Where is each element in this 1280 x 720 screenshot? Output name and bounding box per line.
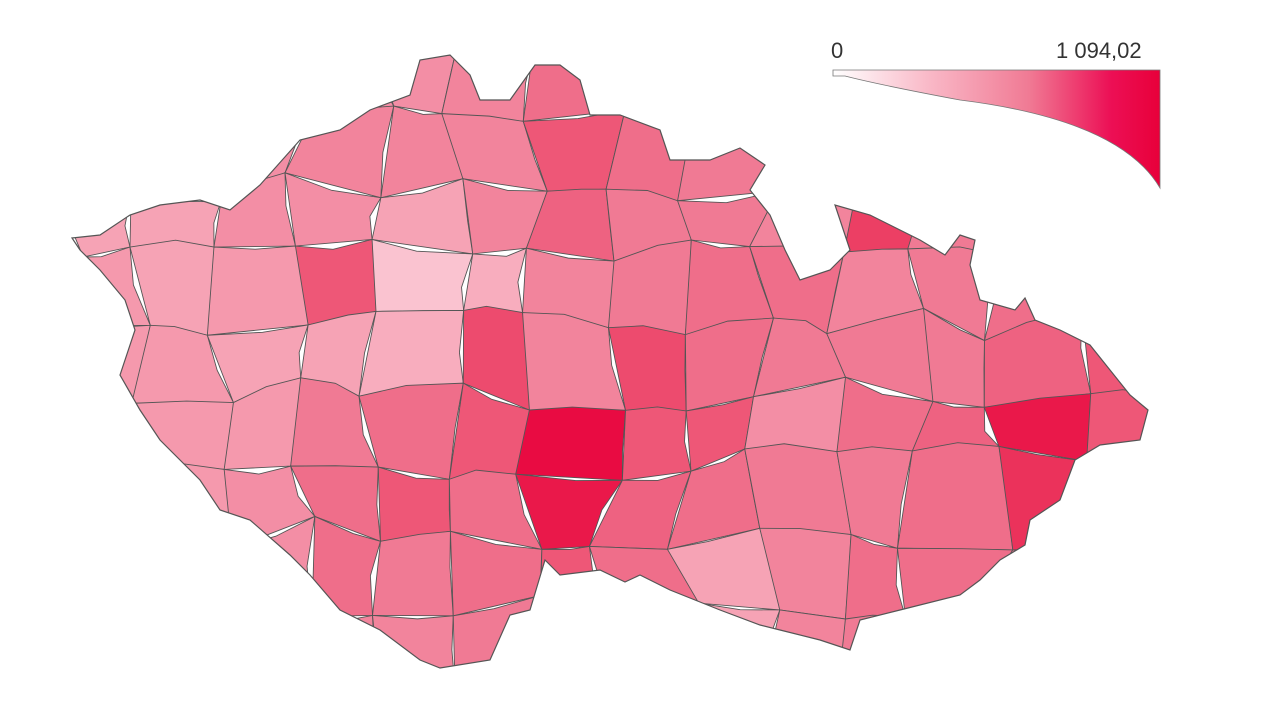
district-region (372, 614, 456, 668)
district-region (1087, 176, 1148, 269)
district-region (608, 600, 700, 668)
district-region (377, 466, 451, 542)
district-region (677, 100, 779, 202)
district-region (902, 127, 1004, 195)
district-region (1054, 588, 1148, 668)
district-region (762, 55, 841, 129)
district-region (907, 181, 1012, 257)
district-region (685, 602, 781, 668)
district-region (72, 532, 136, 603)
district-region (515, 406, 627, 481)
district-region (744, 443, 852, 536)
district-region (130, 130, 223, 203)
district-region (983, 588, 1072, 668)
district-region (221, 55, 314, 134)
district-region (143, 55, 225, 134)
district-region (72, 394, 142, 465)
district-region (977, 125, 1089, 195)
legend-max-label: 1 094,02 (1056, 38, 1142, 63)
district-region (621, 406, 692, 481)
district-region (131, 400, 234, 470)
district-region (294, 238, 378, 326)
district-region (129, 192, 222, 248)
district-layer (72, 55, 1148, 668)
district-region (223, 590, 313, 668)
district-region (72, 587, 148, 668)
district-region (1001, 176, 1090, 269)
district-region (748, 189, 856, 253)
district-region (213, 172, 297, 248)
district-region (1081, 307, 1148, 396)
district-region (72, 55, 148, 132)
district-region (1081, 256, 1148, 327)
district-region (1086, 389, 1148, 465)
country-outline (70, 54, 1149, 669)
district-region (72, 118, 145, 194)
district-region (206, 245, 309, 336)
district-region (608, 55, 697, 111)
district-region (372, 530, 454, 617)
district-region (127, 460, 234, 549)
district-region (134, 587, 243, 668)
district-region (72, 460, 142, 550)
district-region (127, 548, 243, 592)
district-region (463, 247, 528, 314)
district-region (1074, 460, 1148, 547)
district-region (685, 55, 779, 129)
district-region (998, 445, 1088, 551)
district-region (522, 55, 626, 122)
district-region (531, 594, 612, 668)
district-region (839, 614, 918, 668)
district-region (1054, 532, 1146, 603)
district-region (904, 596, 995, 668)
district-region (827, 111, 929, 200)
district-region (777, 111, 856, 200)
legend-ramp (832, 69, 1161, 190)
district-region (896, 442, 1014, 551)
legend-min-label: 0 (831, 38, 844, 63)
